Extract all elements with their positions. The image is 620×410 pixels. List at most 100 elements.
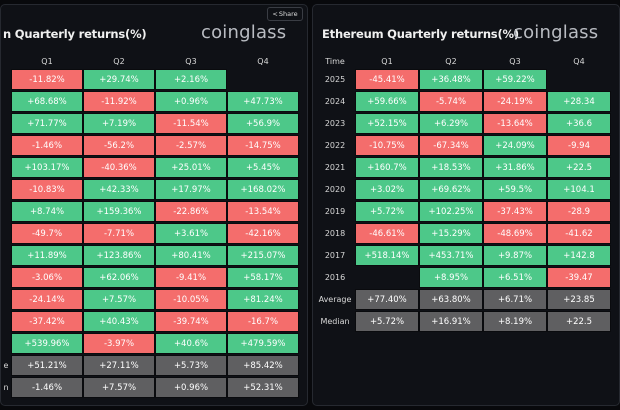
column-header-q3: Q3 — [185, 57, 197, 66]
stat-cell: -1.46% — [11, 377, 83, 398]
return-cell: +8.95% — [419, 267, 483, 288]
return-cell: +215.07% — [227, 245, 299, 266]
return-cell: -10.05% — [155, 289, 227, 310]
stat-cell: +23.85 — [547, 289, 611, 310]
return-cell: +59.22% — [483, 69, 547, 90]
return-cell: +168.02% — [227, 179, 299, 200]
return-cell: +104.1 — [547, 179, 611, 200]
column-header-q4: Q4 — [257, 57, 269, 66]
row-label — [1, 311, 11, 332]
row-label — [1, 157, 11, 178]
stat-cell: +27.11% — [83, 355, 155, 376]
return-cell: -14.75% — [227, 135, 299, 156]
return-cell: +81.24% — [227, 289, 299, 310]
stat-cell: +7.57% — [83, 377, 155, 398]
return-cell: -11.54% — [155, 113, 227, 134]
stat-cell: +16.91% — [419, 311, 483, 332]
share-button[interactable]: < Share — [267, 7, 303, 21]
return-cell: -9.94 — [547, 135, 611, 156]
return-cell: +59.66% — [355, 91, 419, 112]
return-cell: +479.59% — [227, 333, 299, 354]
share-icon: < — [272, 10, 278, 18]
return-cell: +29.74% — [83, 69, 155, 90]
return-cell: -48.69% — [483, 223, 547, 244]
return-cell: +40.43% — [83, 311, 155, 332]
column-header-q4: Q4 — [573, 57, 585, 66]
return-cell: +7.19% — [83, 113, 155, 134]
time-column-header: Time — [325, 57, 345, 66]
return-cell: -39.74% — [155, 311, 227, 332]
return-cell: +31.86% — [483, 157, 547, 178]
row-label — [1, 245, 11, 266]
return-cell: -7.71% — [83, 223, 155, 244]
return-cell: +56.9% — [227, 113, 299, 134]
return-cell: -11.92% — [83, 91, 155, 112]
stat-cell: +77.40% — [355, 289, 419, 310]
row-label: e — [3, 361, 9, 370]
stat-cell: +8.19% — [483, 311, 547, 332]
return-cell: -24.19% — [483, 91, 547, 112]
return-cell: +69.62% — [419, 179, 483, 200]
row-label — [1, 135, 11, 156]
row-label — [1, 289, 11, 310]
return-cell: +518.14% — [355, 245, 419, 266]
return-cell: +102.25% — [419, 201, 483, 222]
return-cell: +103.17% — [11, 157, 83, 178]
row-label: 2021 — [324, 163, 346, 172]
return-cell: -56.2% — [83, 135, 155, 156]
return-cell: -46.61% — [355, 223, 419, 244]
return-cell: +22.5 — [547, 157, 611, 178]
stat-cell: +85.42% — [227, 355, 299, 376]
row-label — [1, 201, 11, 222]
stat-cell: +6.71% — [483, 289, 547, 310]
row-label: 2019 — [324, 207, 346, 216]
return-cell: +5.72% — [355, 201, 419, 222]
row-label: Average — [318, 295, 352, 304]
return-cell: +28.34 — [547, 91, 611, 112]
return-cell: +159.36% — [83, 201, 155, 222]
return-cell: -10.83% — [11, 179, 83, 200]
return-cell: -5.74% — [419, 91, 483, 112]
return-cell: +71.77% — [11, 113, 83, 134]
share-label: Share — [278, 10, 298, 18]
return-cell: +3.61% — [155, 223, 227, 244]
return-cell: +42.33% — [83, 179, 155, 200]
return-cell: +453.71% — [419, 245, 483, 266]
row-label: 2022 — [324, 141, 346, 150]
return-cell: +25.01% — [155, 157, 227, 178]
column-header-q3: Q3 — [509, 57, 521, 66]
return-cell: -42.16% — [227, 223, 299, 244]
row-label: 2020 — [324, 185, 346, 194]
return-cell: -45.41% — [355, 69, 419, 90]
return-cell: +123.86% — [83, 245, 155, 266]
return-cell: -2.57% — [155, 135, 227, 156]
return-cell: -10.75% — [355, 135, 419, 156]
return-cell: +8.74% — [11, 201, 83, 222]
return-cell: -41.62 — [547, 223, 611, 244]
row-label — [1, 69, 11, 90]
return-cell: +17.97% — [155, 179, 227, 200]
return-cell: -40.36% — [83, 157, 155, 178]
return-cell: +142.8 — [547, 245, 611, 266]
return-cell: -3.06% — [11, 267, 83, 288]
return-cell: -39.47 — [547, 267, 611, 288]
return-cell: -22.86% — [155, 201, 227, 222]
return-cell: +62.06% — [83, 267, 155, 288]
return-cell: +6.51% — [483, 267, 547, 288]
row-label — [1, 223, 11, 244]
return-cell: -28.9 — [547, 201, 611, 222]
stat-cell: +5.72% — [355, 311, 419, 332]
row-label: n — [3, 383, 9, 392]
row-label: 2025 — [324, 75, 346, 84]
return-cell: +7.57% — [83, 289, 155, 310]
row-label — [1, 333, 11, 354]
column-header-q2: Q2 — [445, 57, 457, 66]
row-label: 2023 — [324, 119, 346, 128]
return-cell: -3.97% — [83, 333, 155, 354]
return-cell: +52.15% — [355, 113, 419, 134]
coinglass-logo: coinglass — [201, 22, 287, 43]
column-header-q2: Q2 — [113, 57, 125, 66]
panel-title: n Quarterly returns(%) — [3, 27, 147, 41]
bitcoin-quarterly-returns-panel: n Quarterly returns(%) coinglass < Share… — [0, 4, 308, 406]
return-cell: +0.96% — [155, 91, 227, 112]
